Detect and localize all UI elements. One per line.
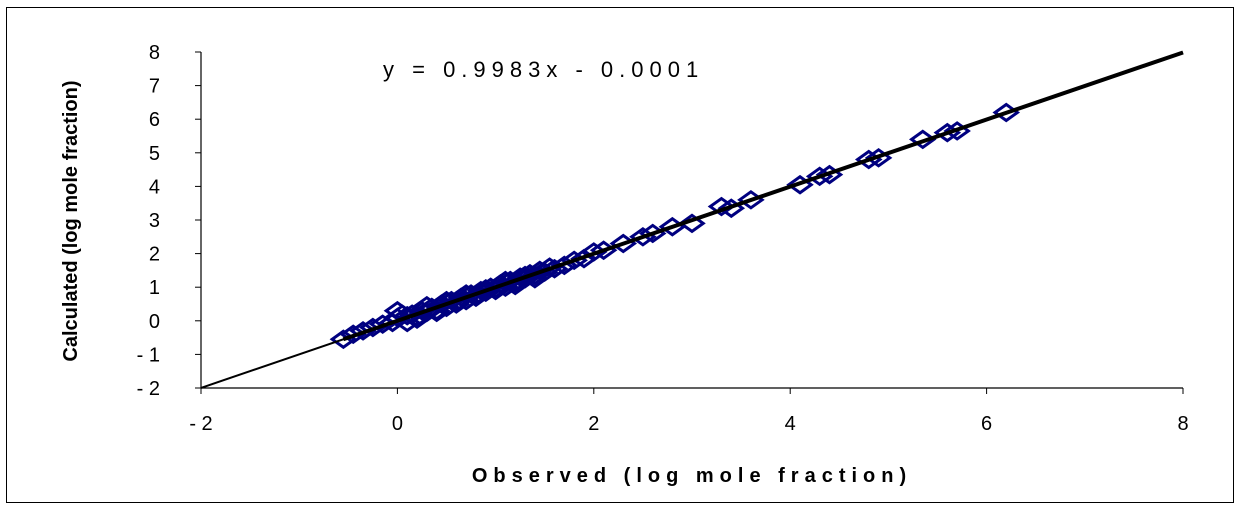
y-tick-label: 3 — [149, 210, 160, 232]
trendline-equation: y = 0.9983x - 0.0001 — [383, 57, 704, 82]
x-tick-label: 6 — [981, 413, 992, 435]
y-tick-label: 1 — [149, 277, 160, 299]
x-axis-label: Observed (log mole fraction) — [472, 465, 912, 487]
x-tick-label: 0 — [392, 413, 403, 435]
x-tick-label: 2 — [588, 413, 599, 435]
y-tick-label: 5 — [149, 143, 160, 165]
y-tick-label: 4 — [149, 176, 160, 198]
y-axis-label: Calculated (log mole fraction) — [60, 80, 82, 361]
y-tick-label: - 1 — [137, 344, 160, 366]
y-tick-label: 2 — [149, 244, 160, 266]
labels: y = 0.9983x - 0.0001 Observed (log mole … — [60, 57, 912, 487]
trendline — [200, 50, 1184, 389]
x-tick-label: 8 — [1177, 413, 1188, 435]
y-tick-label: 6 — [149, 109, 160, 131]
trendline-overlay — [342, 50, 1184, 342]
axes: - 2 0 2 4 6 8 - 2 - 1 0 1 2 3 4 5 6 7 8 — [137, 42, 1189, 435]
chart-frame — [6, 7, 1234, 503]
y-tick-label: - 2 — [137, 378, 160, 400]
x-tick-label: 4 — [785, 413, 796, 435]
y-tick-label: 8 — [149, 42, 160, 64]
y-tick-label: 0 — [149, 311, 160, 333]
x-tick-label: - 2 — [189, 413, 212, 435]
y-tick-label: 7 — [149, 76, 160, 98]
data-point — [707, 196, 736, 217]
